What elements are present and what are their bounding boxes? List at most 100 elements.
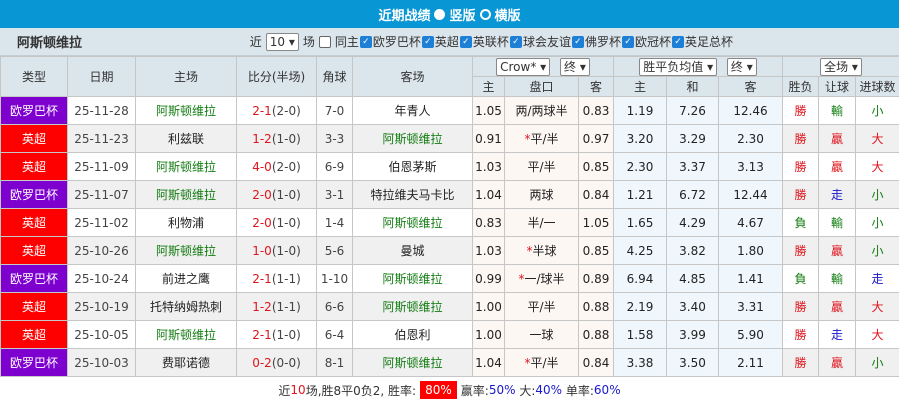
col-away: 客场 [353, 57, 473, 97]
competition-checkbox[interactable]: ✓ [360, 36, 372, 48]
competition-checkbox[interactable]: ✓ [510, 36, 522, 48]
away-team[interactable]: 特拉维夫马卡比 [353, 181, 473, 209]
score-cell: 0-2(0-0) [237, 349, 317, 377]
competition-checkbox[interactable]: ✓ [460, 36, 472, 48]
home-team[interactable]: 阿斯顿维拉 [136, 153, 237, 181]
home-team[interactable]: 阿斯顿维拉 [136, 97, 237, 125]
away-team[interactable]: 阿斯顿维拉 [353, 349, 473, 377]
away-team[interactable]: 年青人 [353, 97, 473, 125]
goals-cell: 小 [856, 349, 899, 377]
line-cell: *半球 [505, 237, 579, 265]
competition-checkbox[interactable]: ✓ [622, 36, 634, 48]
corner-cell: 6-4 [317, 321, 353, 349]
final-select-2[interactable]: 终 ▾ [727, 58, 757, 76]
radio-vertical[interactable] [434, 9, 445, 20]
away-team[interactable]: 阿斯顿维拉 [353, 209, 473, 237]
odds-home: 1.03 [473, 237, 505, 265]
score-cell: 1-0(1-0) [237, 237, 317, 265]
line-cell: *平/半 [505, 125, 579, 153]
wl-cell: 勝 [783, 125, 819, 153]
col-odds-home: 主 [473, 77, 505, 97]
goals-cell: 小 [856, 97, 899, 125]
date-cell: 25-10-03 [68, 349, 136, 377]
line-value: 平/半 [527, 160, 555, 174]
away-team[interactable]: 伯恩利 [353, 321, 473, 349]
avg-select[interactable]: 胜平负均值 ▾ [639, 58, 717, 76]
scope-select[interactable]: 全场 ▾ [820, 58, 862, 76]
company-select[interactable]: Crow* ▾ [496, 58, 550, 76]
line-value: 半球 [532, 244, 556, 258]
home-team[interactable]: 阿斯顿维拉 [136, 321, 237, 349]
goals-cell: 大 [856, 293, 899, 321]
radio-horizontal-label[interactable]: 横版 [495, 5, 521, 24]
avg-home: 2.19 [614, 293, 667, 321]
avg-home: 2.30 [614, 153, 667, 181]
wl-cell: 勝 [783, 153, 819, 181]
col-line: 盘口 [505, 77, 579, 97]
goals-cell: 走 [856, 265, 899, 293]
avg-draw: 6.72 [667, 181, 719, 209]
odds-header: Crow* ▾ 终 ▾ [473, 57, 614, 77]
line-value: 一/球半 [524, 272, 564, 286]
competition-checkbox[interactable]: ✓ [672, 36, 684, 48]
final-select-1[interactable]: 终 ▾ [560, 58, 590, 76]
competition-checkbox[interactable]: ✓ [572, 36, 584, 48]
radio-horizontal[interactable] [480, 9, 491, 20]
home-team[interactable]: 前进之鹰 [136, 265, 237, 293]
radio-vertical-label[interactable]: 竖版 [449, 5, 475, 24]
score-cell: 4-0(2-0) [237, 153, 317, 181]
odd-rate: 60% [594, 383, 621, 397]
odds-away: 0.85 [579, 153, 614, 181]
home-team[interactable]: 利兹联 [136, 125, 237, 153]
odds-away: 0.84 [579, 181, 614, 209]
match-table: 类型 日期 主场 比分(半场) 角球 客场 Crow* ▾ 终 ▾ 胜平负均值 … [0, 56, 899, 377]
full-score: 2-1 [252, 328, 272, 342]
home-team[interactable]: 阿斯顿维拉 [136, 237, 237, 265]
home-team[interactable]: 费耶诺德 [136, 349, 237, 377]
full-score: 1-2 [252, 300, 272, 314]
home-team[interactable]: 阿斯顿维拉 [136, 181, 237, 209]
ying-rate: 50% [489, 383, 516, 397]
type-cell: 英超 [1, 125, 68, 153]
col-avg-home: 主 [614, 77, 667, 97]
same-host-checkbox[interactable] [319, 36, 331, 48]
competition-label: 欧冠杯 [635, 33, 671, 50]
half-score: (1-1) [272, 272, 301, 286]
odds-home: 0.83 [473, 209, 505, 237]
away-team[interactable]: 阿斯顿维拉 [353, 265, 473, 293]
away-team[interactable]: 伯恩茅斯 [353, 153, 473, 181]
line-cell: 平/半 [505, 153, 579, 181]
wl-cell: 負 [783, 209, 819, 237]
wl-cell: 勝 [783, 97, 819, 125]
wl-cell: 負 [783, 265, 819, 293]
half-score: (1-0) [272, 188, 301, 202]
avg-away: 1.80 [719, 237, 783, 265]
hcp-cell: 贏 [819, 153, 856, 181]
half-score: (1-1) [272, 300, 301, 314]
home-team[interactable]: 利物浦 [136, 209, 237, 237]
odds-home: 1.00 [473, 293, 505, 321]
odds-home: 1.04 [473, 181, 505, 209]
away-team[interactable]: 阿斯顿维拉 [353, 293, 473, 321]
competition-checkbox[interactable]: ✓ [422, 36, 434, 48]
count-select[interactable]: 10 ▾ [266, 33, 299, 51]
home-team[interactable]: 托特纳姆热刺 [136, 293, 237, 321]
wl-cell: 勝 [783, 293, 819, 321]
score-cell: 2-1(2-0) [237, 97, 317, 125]
half-score: (2-0) [272, 104, 301, 118]
away-team[interactable]: 阿斯顿维拉 [353, 125, 473, 153]
date-cell: 25-11-02 [68, 209, 136, 237]
avg-home: 1.58 [614, 321, 667, 349]
line-value: 平/半 [530, 356, 558, 370]
away-team[interactable]: 曼城 [353, 237, 473, 265]
